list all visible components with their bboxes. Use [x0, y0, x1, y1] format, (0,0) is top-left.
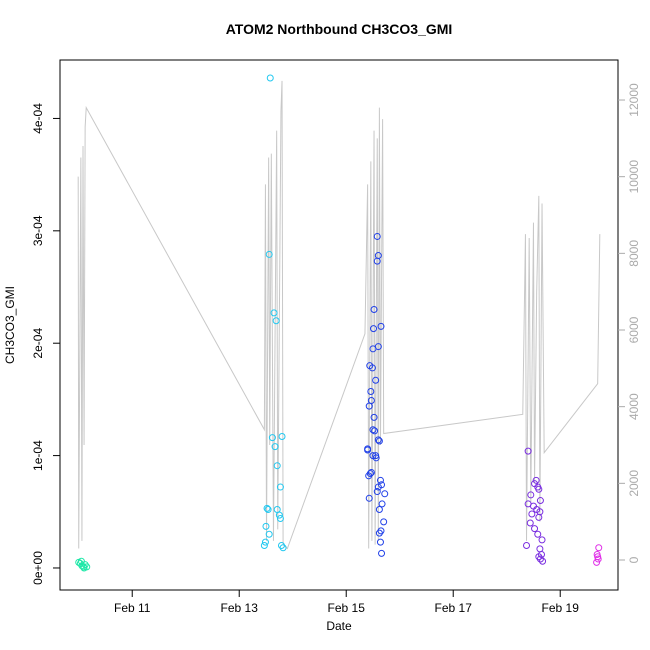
point: [376, 476, 384, 484]
point: [369, 426, 377, 434]
point: [536, 545, 544, 553]
point: [270, 309, 278, 317]
point: [535, 485, 543, 493]
y2-tick-label: 4000: [627, 393, 641, 420]
point: [77, 557, 85, 565]
point: [276, 515, 284, 523]
point: [271, 443, 279, 451]
x-tick-label: Feb 13: [221, 601, 259, 615]
plot-frame: [59, 59, 619, 591]
y2-tick-label: 10000: [627, 160, 641, 194]
y2-tick-label: 2000: [627, 470, 641, 497]
point: [372, 454, 380, 462]
point: [536, 497, 544, 505]
point: [373, 232, 381, 240]
point: [372, 376, 380, 384]
y2-tick-label: 6000: [627, 316, 641, 343]
point: [523, 541, 531, 549]
point: [264, 506, 272, 514]
point: [531, 525, 539, 533]
x-tick-label: Feb 11: [114, 601, 151, 615]
point: [80, 564, 88, 572]
point: [273, 462, 281, 470]
point: [524, 447, 532, 455]
point: [526, 519, 534, 527]
point: [265, 530, 273, 538]
chart-title: ATOM2 Northbound CH3CO3_GMI: [226, 21, 453, 37]
point: [527, 491, 535, 499]
y2-tick-label: 0: [627, 556, 641, 563]
point: [539, 557, 547, 565]
point: [534, 530, 542, 538]
point: [78, 562, 86, 570]
point: [375, 506, 383, 514]
point: [275, 511, 283, 519]
point: [365, 402, 373, 410]
point: [370, 325, 378, 333]
point: [536, 555, 544, 563]
point: [368, 364, 376, 372]
point: [380, 518, 388, 526]
point: [378, 549, 386, 557]
point: [373, 257, 381, 265]
x-axis-label: Date: [326, 619, 352, 633]
point: [369, 345, 377, 353]
y-tick-label: 4e-04: [31, 103, 45, 134]
x-tick-label: Feb 15: [328, 601, 366, 615]
y-tick-label: 3e-04: [31, 215, 45, 246]
point: [594, 555, 602, 563]
point: [375, 529, 383, 537]
point: [371, 427, 379, 435]
point: [260, 541, 268, 549]
point: [374, 436, 382, 444]
point: [364, 445, 372, 453]
point: [535, 513, 543, 521]
point: [365, 494, 373, 502]
point: [365, 472, 373, 480]
point: [367, 388, 375, 396]
y-tick-label: 2e-04: [31, 328, 45, 359]
point: [370, 305, 378, 313]
point: [376, 538, 384, 546]
point: [268, 434, 276, 442]
point: [375, 437, 383, 445]
point: [278, 432, 286, 440]
point: [532, 476, 540, 484]
point: [378, 500, 386, 508]
point: [265, 250, 273, 258]
y-tick-label: 1e-04: [31, 440, 45, 471]
point: [266, 74, 274, 82]
y2-tick-label: 12000: [627, 83, 641, 117]
point: [261, 538, 269, 546]
point: [528, 510, 536, 518]
altitude-line: [77, 80, 601, 550]
y2-tick-label: 8000: [627, 240, 641, 267]
point: [279, 544, 287, 552]
point: [373, 488, 381, 496]
y-axis-label: CH3CO3_GMI: [3, 286, 17, 364]
point: [276, 483, 284, 491]
point: [593, 558, 601, 566]
point: [272, 317, 280, 325]
point: [262, 522, 270, 530]
point: [370, 413, 378, 421]
point: [263, 504, 271, 512]
point: [381, 490, 389, 498]
x-tick-label: Feb 17: [435, 601, 473, 615]
x-tick-label: Feb 19: [542, 601, 580, 615]
point: [374, 483, 382, 491]
point: [538, 536, 546, 544]
point: [595, 544, 603, 552]
y-tick-label: 0e+00: [31, 551, 45, 585]
point: [377, 322, 385, 330]
